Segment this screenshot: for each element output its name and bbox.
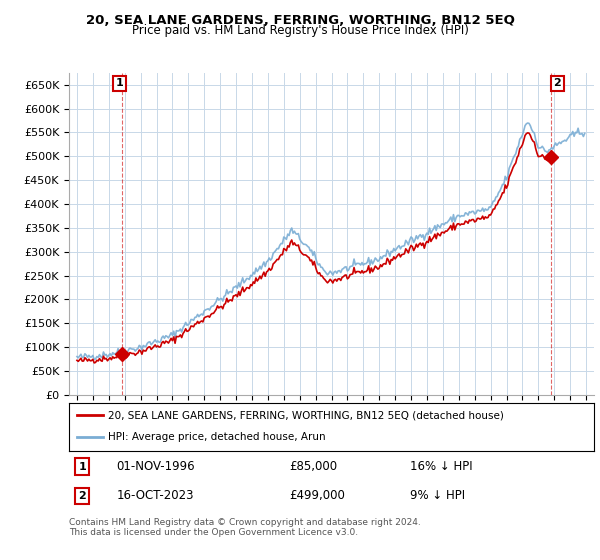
Text: 16-OCT-2023: 16-OCT-2023	[116, 489, 194, 502]
Text: 1: 1	[78, 461, 86, 472]
Text: £85,000: £85,000	[290, 460, 338, 473]
Text: 9% ↓ HPI: 9% ↓ HPI	[410, 489, 466, 502]
Text: 01-NOV-1996: 01-NOV-1996	[116, 460, 195, 473]
Text: 2: 2	[553, 78, 561, 88]
Text: Price paid vs. HM Land Registry's House Price Index (HPI): Price paid vs. HM Land Registry's House …	[131, 24, 469, 37]
Text: 20, SEA LANE GARDENS, FERRING, WORTHING, BN12 5EQ (detached house): 20, SEA LANE GARDENS, FERRING, WORTHING,…	[109, 410, 504, 420]
Text: HPI: Average price, detached house, Arun: HPI: Average price, detached house, Arun	[109, 432, 326, 442]
Text: 20, SEA LANE GARDENS, FERRING, WORTHING, BN12 5EQ: 20, SEA LANE GARDENS, FERRING, WORTHING,…	[86, 14, 514, 27]
Text: 1: 1	[116, 78, 124, 88]
Text: 2: 2	[78, 491, 86, 501]
Text: 16% ↓ HPI: 16% ↓ HPI	[410, 460, 473, 473]
Text: Contains HM Land Registry data © Crown copyright and database right 2024.
This d: Contains HM Land Registry data © Crown c…	[69, 518, 421, 538]
Text: £499,000: £499,000	[290, 489, 346, 502]
